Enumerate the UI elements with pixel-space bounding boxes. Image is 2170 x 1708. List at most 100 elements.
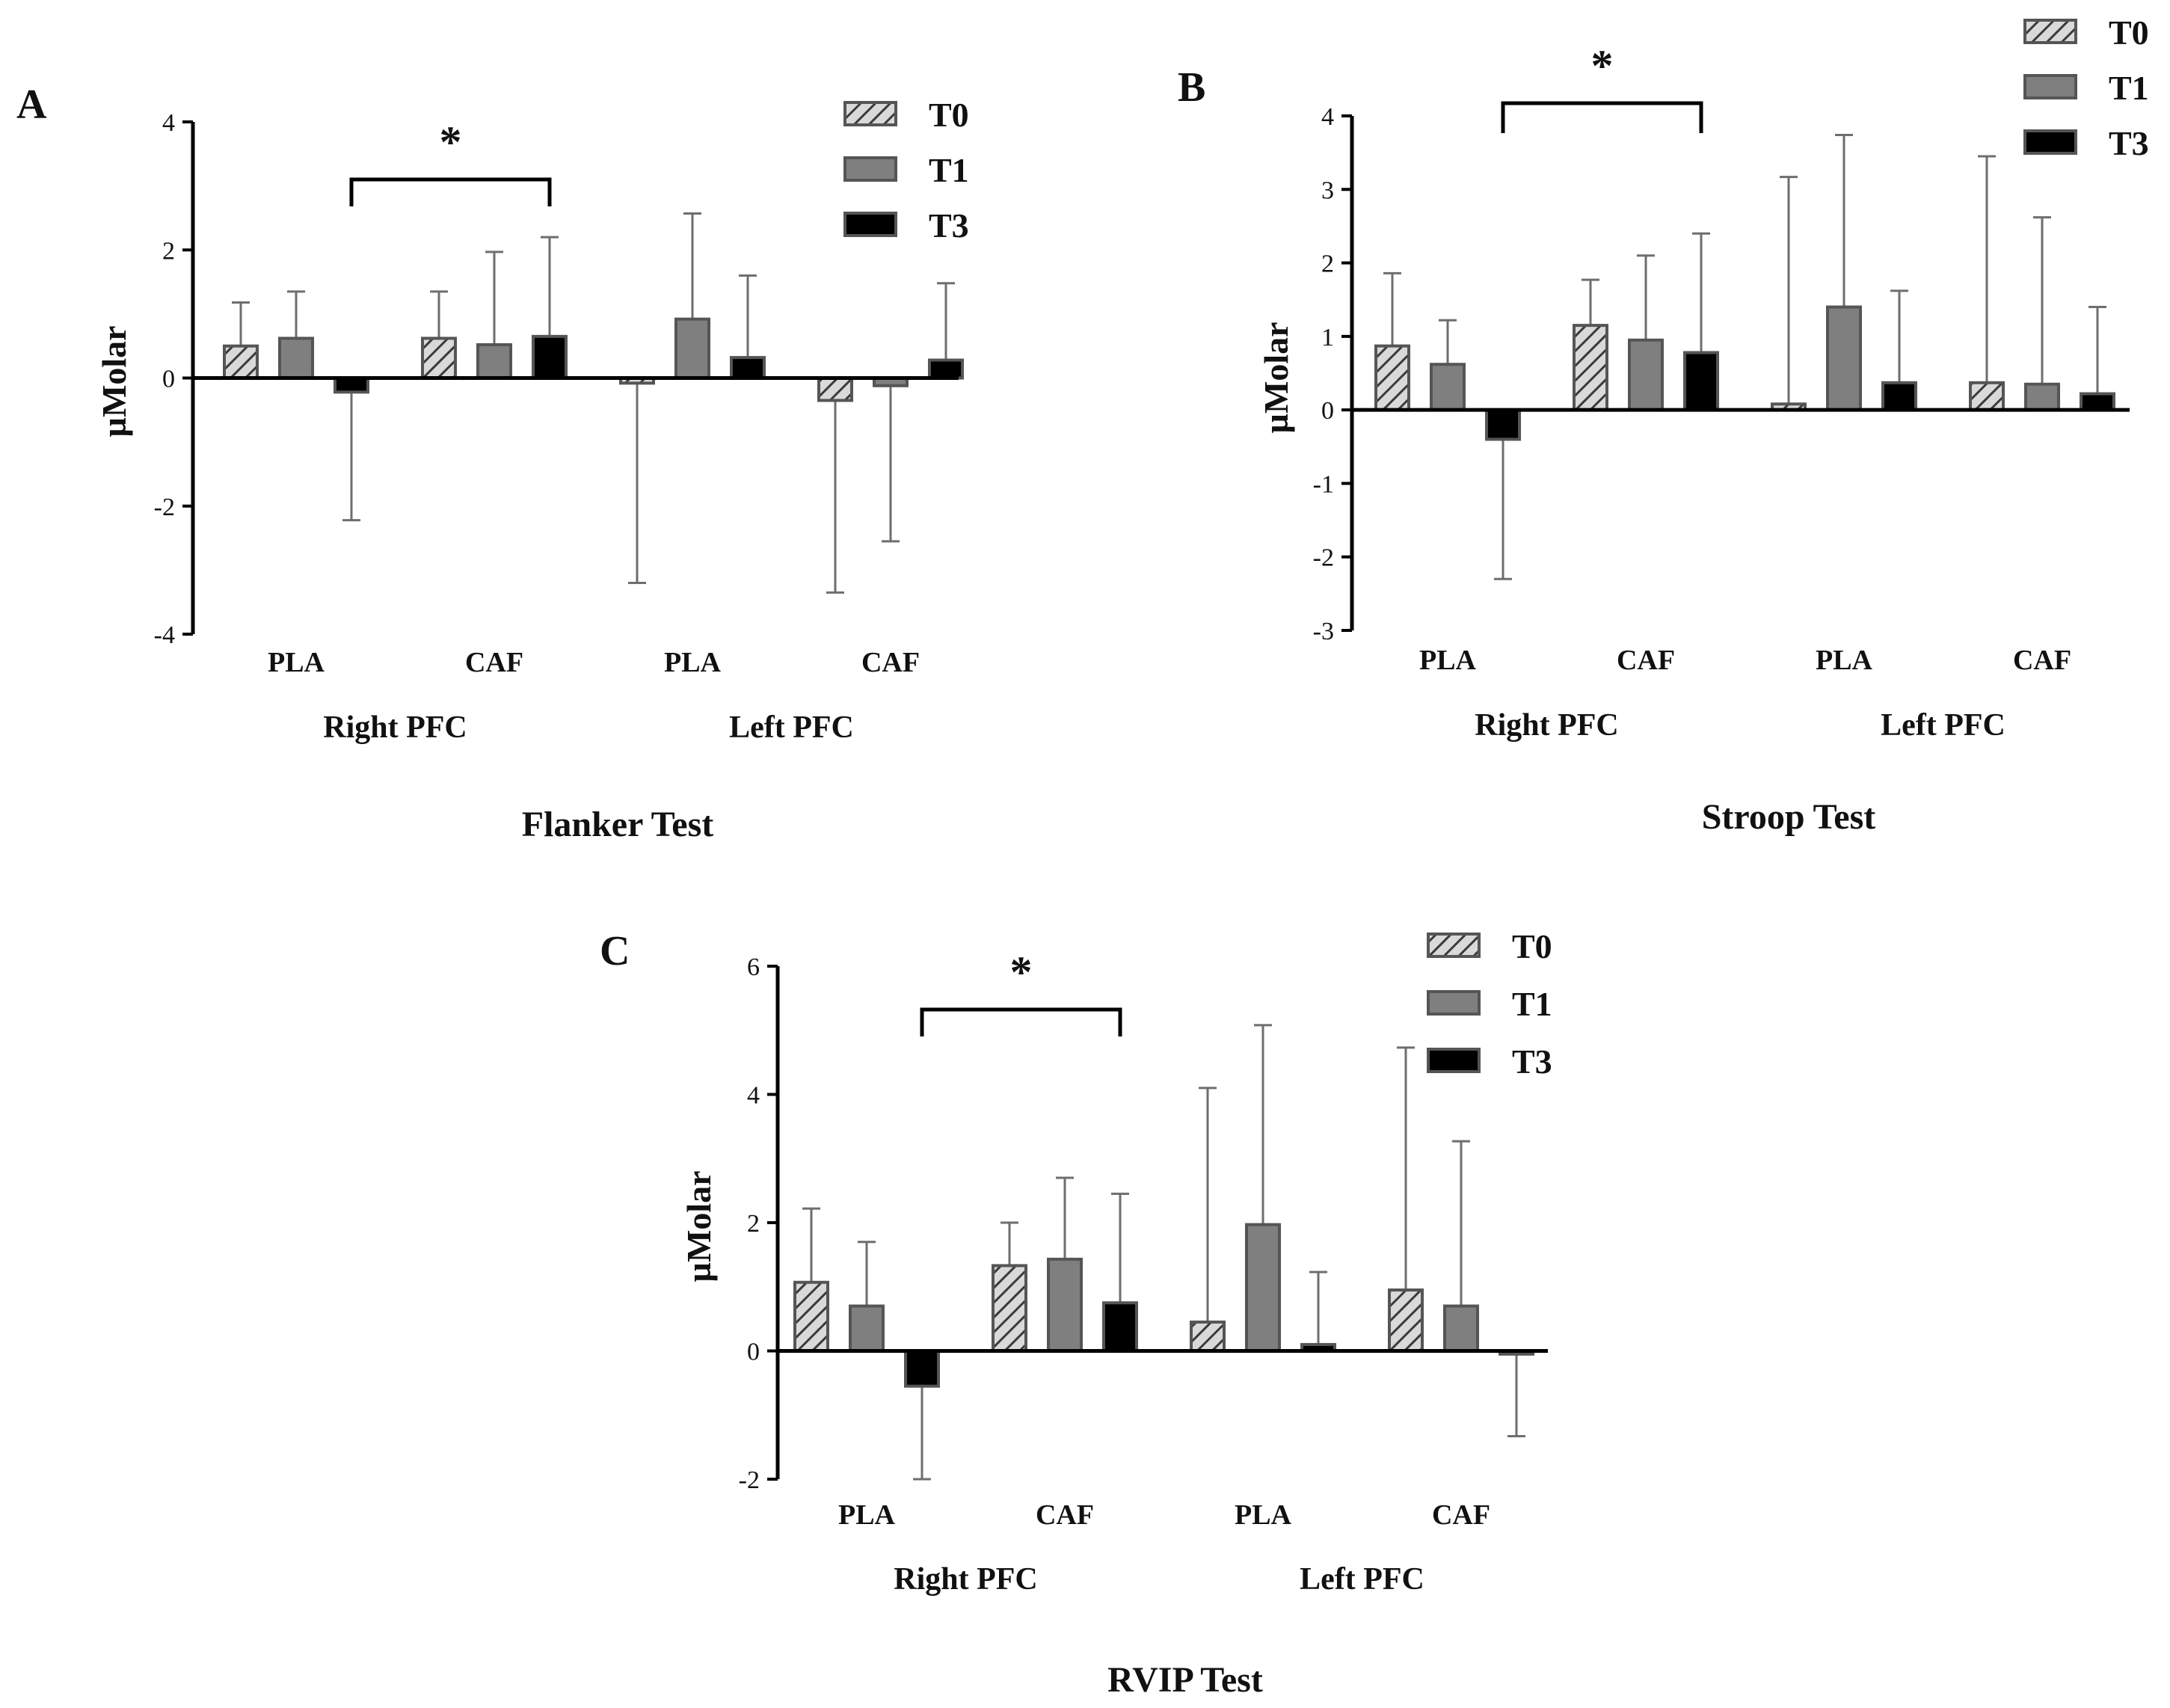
legend-swatch-t0 [843,101,897,126]
region-label: Left PFC [1300,1562,1424,1597]
plot-area-a: 4 2 0 -2 -4 PLA CAF PLA CAF Right PFC Left PFC * T0 T… [154,96,969,745]
y-tick-label: 2 [1321,251,1334,278]
y-tick-label: -4 [154,621,175,649]
legend-label-t0: T0 [1512,927,1552,965]
bar-t1 [1443,1304,1479,1353]
chart-title-a: Flanker Test [522,805,714,844]
y-tick-label: -2 [154,494,175,521]
significance-label: * [440,117,462,167]
significance-bracket [1501,101,1703,133]
region-label: Left PFC [729,710,854,745]
legend-swatch-t1 [1427,990,1481,1016]
y-axis-label-a: µMolar [95,325,133,437]
bar-t3 [1683,351,1719,412]
bar-t0 [421,337,457,380]
category-label: PLA [268,647,325,678]
bar-t0 [1388,1288,1424,1353]
y-tick-label: -2 [1313,544,1334,572]
significance-bracket [349,177,552,206]
significance-label: * [1010,947,1033,997]
legend-label-t3: T3 [2109,124,2149,162]
bar-t1 [1245,1223,1281,1353]
y-tick-label: 3 [1321,176,1334,204]
y-axis-label-c: µMolar [680,1170,718,1282]
panel-b: B µMolar Stroop Test 4 3 2 1 0 -1 -2 -3 PLA CAF PL… [1178,13,2149,837]
legend-label-t1: T1 [929,151,969,189]
bar-t3 [1881,381,1917,412]
bar-t0 [817,376,853,402]
bar-t0 [1573,324,1608,412]
panel-c: C µMolar RVIP Test 6 4 2 0 -2 PLA CAF PLA CAF Rig… [600,927,1552,1700]
bar-t0 [793,1280,829,1353]
chart-title-c: RVIP Test [1107,1660,1263,1700]
category-label: PLA [1419,645,1477,676]
bar-t3 [1102,1301,1138,1353]
plot-area-c: 6 4 2 0 -2 PLA CAF PLA CAF Right PFC Left PFC * T0 T1… [739,927,1552,1597]
bar-t1 [1047,1257,1083,1353]
bar-t3 [532,334,568,380]
legend-label-t1: T1 [1512,985,1552,1023]
bar-t1 [2024,382,2060,412]
category-label: CAF [1036,1499,1094,1531]
y-tick-label: 0 [1321,397,1334,425]
y-axis-label-b: µMolar [1257,322,1295,433]
bar-t1 [1826,305,1862,412]
category-label: PLA [1235,1499,1292,1531]
y-tick-label: 0 [747,1339,760,1366]
y-tick-label: 6 [747,953,760,981]
bar-t1 [476,342,512,380]
bar-t1 [1430,363,1466,412]
y-tick-label: 2 [162,237,175,265]
y-tick-label: 0 [162,366,175,393]
y-tick-label: 4 [162,109,175,137]
legend-label-t0: T0 [2109,13,2149,52]
bar-t3 [928,358,964,380]
y-tick-label: -1 [1313,470,1334,498]
legend-label-t3: T3 [1512,1042,1552,1081]
bar-t3 [334,376,369,394]
region-label: Right PFC [1475,708,1619,743]
y-tick-label: 2 [747,1210,760,1238]
y-tick-label: -3 [1313,618,1334,645]
bar-t0 [1190,1320,1226,1353]
y-tick-label: 4 [1321,103,1334,131]
legend-label-t3: T3 [929,206,969,245]
panel-letter-b: B [1178,64,1205,111]
bar-t3 [1485,408,1521,441]
region-label: Left PFC [1881,708,2005,743]
legend-swatch-t0 [2023,19,2077,44]
panel-letter-c: C [600,928,630,974]
category-label: CAF [861,647,920,678]
significance-label: * [1591,41,1614,90]
legend-swatch-t3 [1427,1048,1481,1073]
category-label: CAF [1432,1499,1490,1531]
legend-swatch-t1 [843,156,897,182]
category-label: CAF [1617,645,1675,676]
category-label: PLA [1816,645,1873,676]
category-label: PLA [664,647,722,678]
chart-title-b: Stroop Test [1702,797,1876,837]
panel-letter-a: A [16,82,47,128]
y-tick-label: 4 [747,1082,760,1110]
bar-t3 [730,356,766,380]
bar-t1 [278,337,314,380]
legend-swatch-t3 [2023,129,2077,155]
bar-t3 [2080,392,2115,412]
legend-swatch-t0 [1427,933,1481,958]
y-tick-label: 1 [1321,324,1334,351]
category-label: CAF [2013,645,2071,676]
bar-t0 [992,1264,1027,1353]
category-label: CAF [465,647,523,678]
legend-label-t0: T0 [929,96,969,134]
significance-bracket [920,1007,1122,1036]
bar-t1 [849,1304,885,1353]
bar-t0 [223,344,259,380]
y-tick-label: -2 [739,1466,760,1494]
bar-t1 [674,317,710,380]
region-label: Right PFC [323,710,467,745]
bar-t0 [1969,381,2005,412]
legend-swatch-t3 [843,212,897,237]
legend-label-t1: T1 [2109,69,2149,107]
region-label: Right PFC [894,1562,1038,1597]
